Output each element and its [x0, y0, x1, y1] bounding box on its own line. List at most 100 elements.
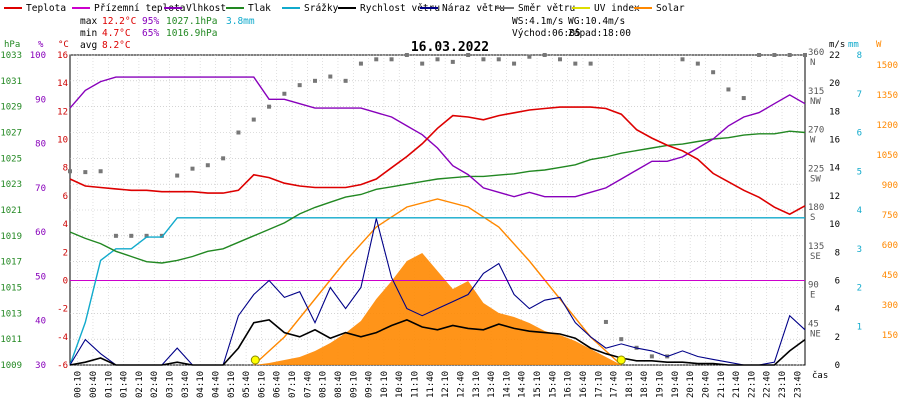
wind-speed-line [69, 319, 806, 366]
mm-tick-1: 7 [857, 90, 862, 100]
x-tick-4: 02:10 [135, 371, 145, 398]
stat-avg-label: avg [80, 40, 97, 51]
wind-dir-point [113, 233, 118, 238]
wind-dir-point [404, 53, 409, 57]
hpa-tick-2: 1029 [0, 103, 22, 113]
stats-block: max 12.2°C 95% 1027.1hPa 3.8mm min 4.7°C… [80, 16, 631, 51]
wind-dir-point [328, 74, 333, 79]
x-tick-9: 04:40 [211, 371, 221, 398]
x-tick-42: 21:10 [717, 371, 727, 398]
x-tick-43: 21:40 [732, 371, 742, 398]
temp-tick-2: 12 [57, 107, 68, 117]
wind-dir-point [787, 53, 792, 57]
wind-dir-point [466, 53, 471, 57]
hpa-tick-3: 1027 [0, 129, 22, 139]
wind-dir-point [803, 53, 807, 57]
ms-tick-3: 16 [829, 136, 840, 146]
wind-dir-point [190, 166, 195, 171]
hpa-tick-4: 1025 [0, 154, 22, 164]
x-tick-17: 08:40 [334, 371, 344, 398]
w-tick-4: 900 [882, 181, 898, 191]
x-tick-13: 06:40 [273, 371, 283, 398]
wind-dir-point [389, 57, 394, 62]
mm-tick-3: 5 [857, 167, 862, 177]
wind-dir-point [251, 117, 256, 122]
stat-max-hum: 95% [142, 16, 159, 27]
x-tick-1: 00:40 [89, 371, 99, 398]
x-tick-23: 11:40 [426, 371, 436, 398]
dir-label-14: NE [810, 329, 821, 339]
wind-dir-point [175, 173, 180, 178]
temp-tick-0: 16 [57, 51, 68, 61]
w-tick-3: 1050 [876, 151, 898, 161]
hpa-tick-5: 1023 [0, 180, 22, 190]
wind-dir-point [144, 233, 149, 238]
solar-max-line [253, 198, 622, 366]
ms-tick-0: 22 [829, 51, 840, 61]
mm-tick-7: 1 [857, 322, 862, 332]
x-tick-29: 14:40 [518, 371, 528, 398]
hpa-unit: hPa [4, 40, 20, 50]
temp-tick-5: 6 [63, 192, 68, 202]
stat-min-press: 1016.9hPa [166, 28, 217, 39]
uv-marker-0 [250, 355, 260, 365]
uv-marker-1 [616, 355, 626, 365]
dir-tick-8: 180 [808, 203, 824, 213]
x-tick-36: 18:10 [625, 371, 635, 398]
stat-max-temp: 12.2°C [102, 16, 136, 27]
ms-tick-8: 6 [835, 276, 840, 286]
x-tick-45: 22:40 [763, 371, 773, 398]
wind-dir-point [496, 57, 501, 62]
wind-dir-point [527, 54, 532, 59]
dir-label-4: W [810, 136, 816, 146]
temp-unit: °C [58, 40, 69, 50]
x-tick-0: 00:10 [74, 371, 84, 398]
wind-dir-point [205, 163, 210, 168]
dir-label-0: N [810, 58, 815, 68]
dir-tick-12: 90 [808, 281, 819, 291]
x-tick-8: 04:10 [196, 371, 206, 398]
stat-wg: WG:10.4m/s [568, 16, 625, 27]
wind-dir-point [313, 78, 317, 83]
wind-dir-point [83, 170, 88, 175]
w-unit: W [876, 40, 882, 50]
x-tick-25: 12:40 [456, 371, 466, 398]
x-tick-37: 18:40 [640, 371, 650, 398]
x-tick-41: 20:40 [701, 371, 711, 398]
pct-tick-2: 80 [35, 140, 46, 150]
w-tick-9: 150 [882, 331, 898, 341]
x-tick-18: 09:10 [349, 371, 359, 398]
ms-tick-5: 12 [829, 192, 840, 202]
ms-tick-11: 0 [835, 361, 840, 371]
dir-tick-2: 315 [808, 87, 824, 97]
dir-tick-0: 360 [808, 48, 824, 58]
wind-dir-point [236, 130, 241, 135]
wind-dir-point [680, 57, 685, 62]
ms-tick-7: 8 [835, 248, 840, 258]
temp-tick-1: 14 [57, 79, 68, 89]
x-axis-label: čas [812, 370, 828, 381]
dir-tick-4: 270 [808, 126, 824, 136]
w-tick-0: 1500 [876, 61, 898, 71]
temp-tick-6: 4 [63, 220, 68, 230]
pressure-line [69, 130, 806, 264]
wind-dir-point [343, 78, 348, 83]
wind-dir-point [297, 83, 302, 88]
wind-dir-point [420, 61, 425, 66]
wind-dir-point [267, 104, 272, 109]
wind-dir-point [98, 169, 103, 174]
dir-tick-14: 45 [808, 319, 819, 329]
ms-tick-10: 2 [835, 333, 840, 343]
mm-unit: mm [848, 40, 859, 50]
ms-tick-6: 10 [829, 220, 840, 230]
x-tick-3: 01:40 [120, 371, 130, 398]
humidity-line [69, 76, 806, 198]
pct-tick-6: 40 [35, 317, 46, 327]
dir-label-12: E [810, 291, 815, 301]
pct-tick-1: 90 [35, 95, 46, 105]
legend-label-6: Náraz větru [442, 3, 505, 14]
wind-dir-point [558, 57, 562, 62]
x-tick-20: 10:10 [380, 371, 390, 398]
mm-tick-2: 6 [857, 129, 862, 139]
x-tick-31: 15:40 [548, 371, 558, 398]
